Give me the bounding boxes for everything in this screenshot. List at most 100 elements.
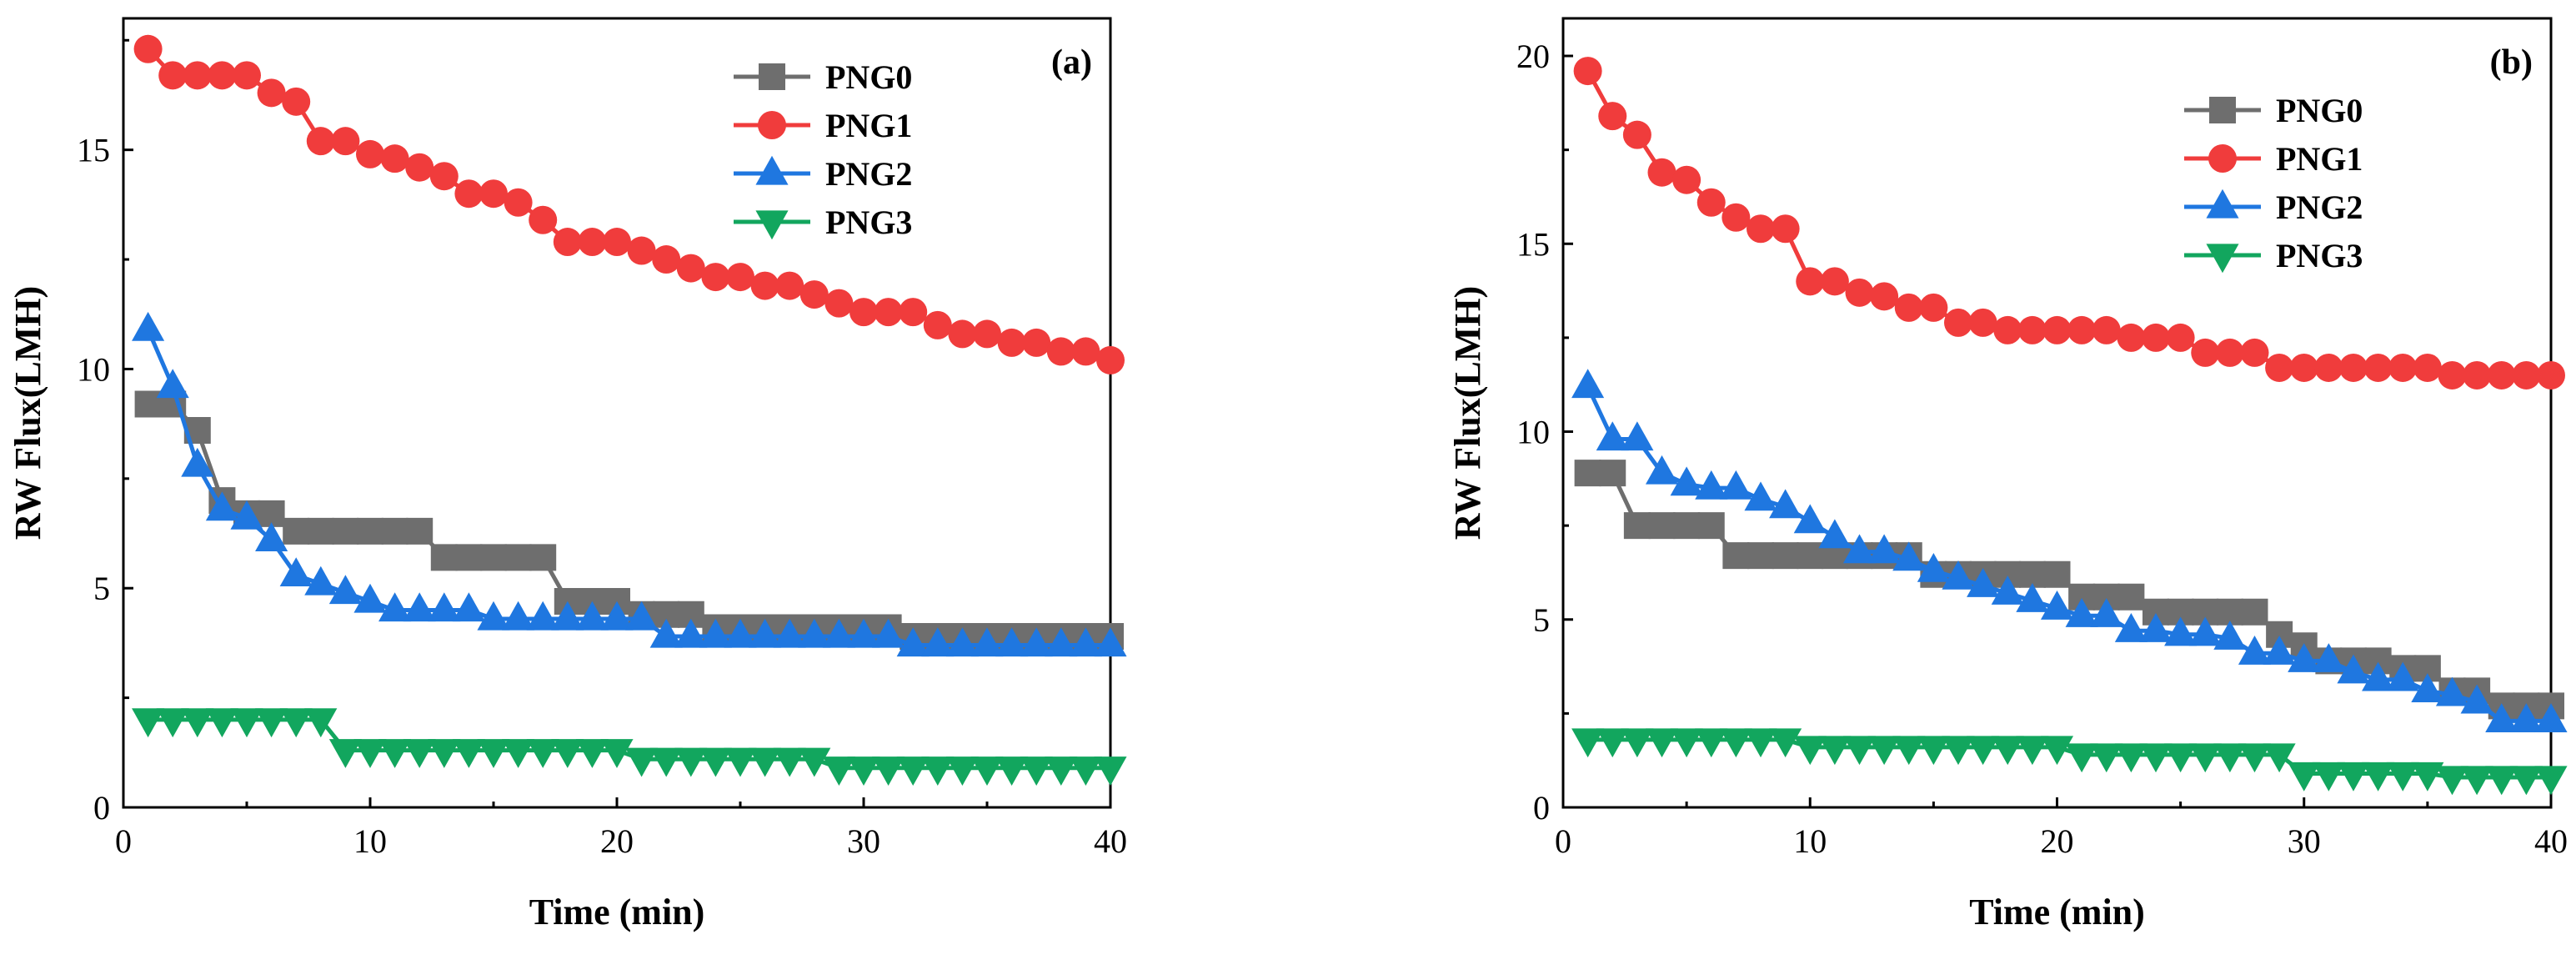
legend-marker-png0 (2209, 97, 2236, 123)
data-point-png3 (2509, 766, 2543, 796)
series-png2 (132, 311, 1127, 657)
data-point-png1 (2240, 338, 2269, 367)
data-point-png3 (181, 708, 214, 738)
data-point-png3 (1020, 756, 1053, 786)
data-point-png3 (1621, 728, 1654, 758)
data-point-png2 (2016, 582, 2049, 612)
y-tick-label: 0 (93, 789, 110, 827)
data-point-png0 (381, 517, 408, 545)
data-point-png0 (1797, 542, 1824, 570)
data-point-png1 (282, 87, 311, 116)
data-point-png1 (1696, 188, 1726, 217)
data-point-png2 (649, 618, 683, 648)
data-point-png1 (1647, 158, 1676, 187)
data-point-png3 (477, 739, 510, 768)
data-point-png3 (328, 739, 362, 768)
data-point-png3 (970, 756, 1004, 786)
chart-panel-a: 0 10 20 30 40 0 5 10 15 Time (min) RW Flux(LMH) (a)… (8, 17, 1127, 932)
data-point-png2 (1892, 541, 1926, 571)
data-point-png1 (479, 179, 508, 209)
data-point-png2 (921, 627, 955, 657)
data-point-png1 (1894, 293, 1923, 322)
data-point-png1 (2363, 353, 2393, 382)
data-point-png1 (2042, 315, 2072, 344)
data-point-png2 (2435, 676, 2469, 706)
data-point-png3 (600, 739, 634, 768)
data-point-png3 (1818, 736, 1852, 766)
data-point-png1 (380, 144, 409, 173)
data-point-png3 (2016, 736, 2049, 766)
data-point-png0 (677, 601, 704, 628)
legend: PNG0 PNG1 PNG2 PNG3 (734, 58, 912, 241)
data-point-png2 (477, 601, 510, 631)
data-point-png3 (2534, 766, 2568, 796)
data-point-png3 (945, 756, 979, 786)
legend-label-png1: PNG1 (2276, 140, 2363, 178)
data-point-png3 (1892, 736, 1926, 766)
data-point-png2 (2263, 636, 2296, 665)
y-tick-label: 15 (1516, 225, 1550, 263)
data-point-png0 (1648, 512, 1676, 540)
data-point-png3 (1942, 736, 1975, 766)
data-point-png3 (2164, 743, 2198, 773)
data-point-png0 (258, 500, 285, 527)
data-point-png1 (997, 328, 1026, 357)
data-point-png3 (2213, 743, 2247, 773)
data-point-png3 (896, 756, 930, 786)
data-point-png3 (674, 747, 708, 777)
data-point-png3 (1719, 728, 1752, 758)
data-point-png2 (1793, 504, 1827, 534)
data-point-png1 (2289, 353, 2318, 382)
data-point-png1 (676, 254, 705, 283)
data-point-png1 (849, 298, 878, 327)
legend-label-png2: PNG2 (2276, 188, 2363, 226)
data-point-png2 (1942, 560, 1975, 590)
data-point-png1 (1919, 293, 1948, 322)
data-point-png3 (1967, 736, 2000, 766)
data-point-png3 (1867, 736, 1901, 766)
data-point-png2 (230, 500, 263, 530)
data-point-png1 (1747, 214, 1775, 244)
x-tick-label: 30 (2288, 822, 2321, 860)
data-point-png1 (2092, 315, 2121, 344)
data-point-png2 (1020, 627, 1053, 657)
data-point-png1 (356, 139, 384, 168)
data-point-png1 (1598, 102, 1627, 131)
data-point-png2 (156, 369, 189, 399)
data-point-png1 (2117, 323, 2146, 352)
data-point-png3 (2411, 761, 2444, 792)
data-point-png2 (2485, 703, 2518, 732)
data-point-png1 (701, 263, 730, 292)
legend-marker-png2 (2206, 188, 2239, 219)
data-point-png3 (699, 747, 732, 777)
data-point-png1 (899, 298, 928, 327)
data-point-png2 (674, 618, 708, 648)
data-point-png2 (2534, 703, 2568, 732)
data-point-png1 (2265, 353, 2294, 382)
data-point-png1 (529, 205, 558, 234)
data-point-png0 (1623, 512, 1651, 540)
data-point-png1 (306, 127, 335, 156)
legend-label-png2: PNG2 (825, 155, 912, 193)
data-point-png1 (1796, 267, 1825, 296)
data-point-png2 (304, 565, 338, 596)
data-point-png2 (1867, 534, 1901, 564)
data-point-png1 (652, 245, 681, 274)
data-point-png2 (2337, 654, 2370, 684)
data-point-png1 (331, 127, 360, 156)
data-point-png0 (332, 517, 359, 545)
data-point-png3 (1991, 736, 2024, 766)
data-point-png1 (429, 162, 459, 191)
data-point-png2 (1695, 470, 1728, 500)
data-point-png3 (749, 747, 782, 777)
data-point-png2 (353, 583, 387, 613)
data-point-png3 (921, 756, 955, 786)
data-point-png1 (1870, 282, 1899, 311)
y-tick-label: 10 (1516, 414, 1550, 451)
series-png0 (134, 390, 1124, 651)
data-point-png2 (1571, 369, 1605, 399)
data-point-png1 (1071, 337, 1100, 366)
data-point-png0 (2364, 647, 2392, 675)
data-point-png1 (627, 236, 656, 265)
